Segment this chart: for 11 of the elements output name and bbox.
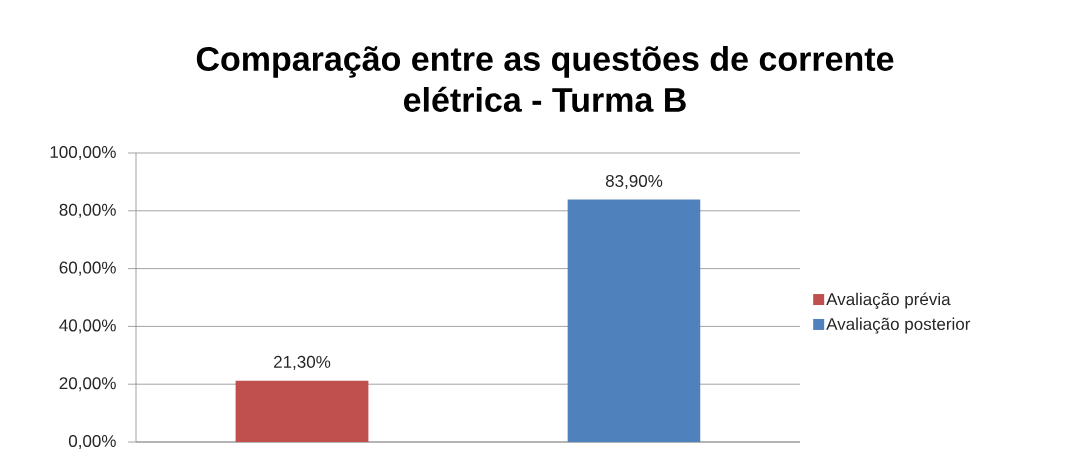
y-tick-label: 100,00% <box>50 145 116 161</box>
y-tick-label: 80,00% <box>59 203 116 218</box>
data-label: 21,30% <box>274 355 331 370</box>
y-tick-label: 60,00% <box>59 261 116 276</box>
y-tick-label: 40,00% <box>59 319 116 334</box>
legend-label: Avaliação posterior <box>826 317 971 334</box>
y-tick-label: 0,00% <box>68 434 116 450</box>
data-label: 83,90% <box>605 174 663 189</box>
legend-label: Avaliação prévia <box>826 292 951 309</box>
chart-title: Comparação entre as questões de corrente elétrica - Turma B <box>196 46 894 112</box>
y-tick-label: 20,00% <box>59 377 116 392</box>
